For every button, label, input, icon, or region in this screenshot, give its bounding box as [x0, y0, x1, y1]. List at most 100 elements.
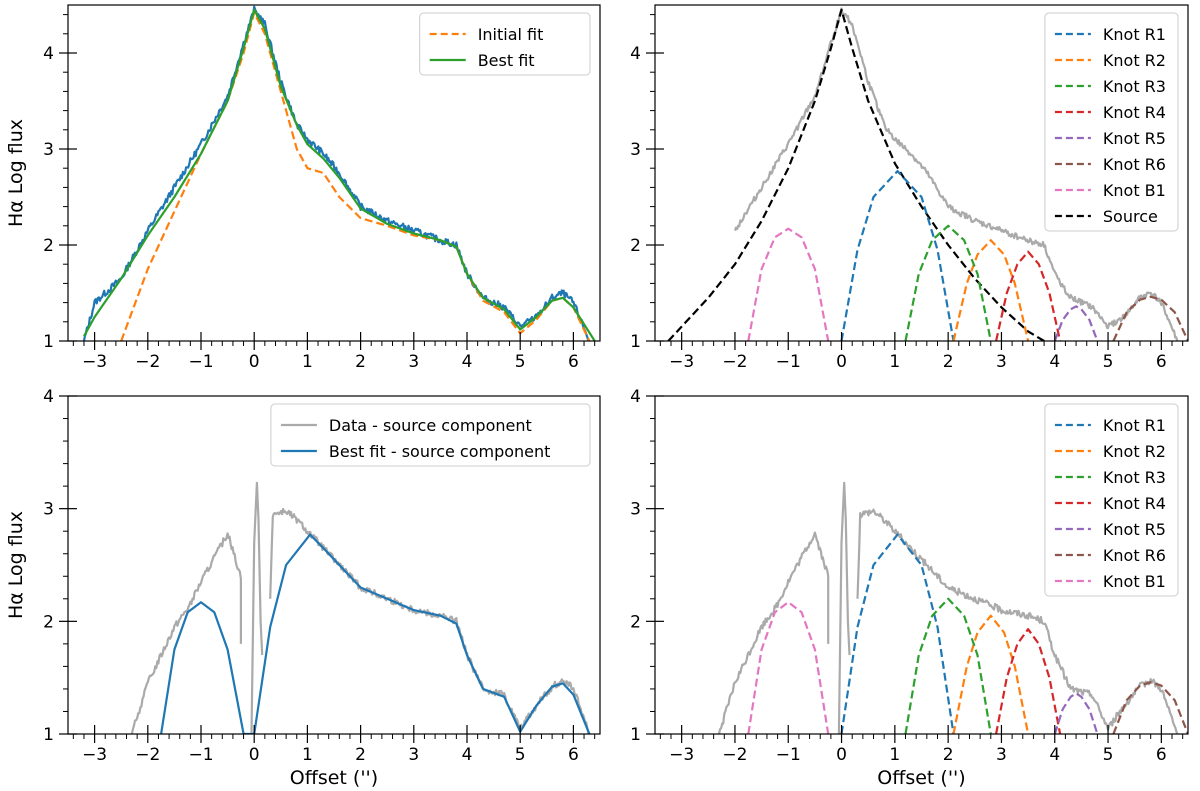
y-tick-label: 3 [43, 500, 54, 520]
legend: Knot R1 Knot R2 Knot R3 Knot R4 Knot R5 Knot … [1044, 12, 1179, 232]
legend: Initial fit Best fit [419, 12, 591, 76]
plot-frame [67, 395, 601, 735]
legend: Data - source component Best fit - source… [270, 403, 591, 467]
y-tick-label: 3 [630, 500, 641, 520]
legend-label: Knot R6 [1103, 546, 1166, 565]
x-tick-label: −1 [188, 352, 213, 372]
series-line-data-spike [837, 481, 851, 734]
x-tick-label: 5 [515, 352, 526, 372]
series-line-knot-r4 [995, 628, 1062, 734]
legend-label: Knot R2 [1103, 51, 1166, 70]
x-tick-label: 6 [568, 352, 579, 372]
y-tick-label: 2 [43, 236, 54, 256]
x-tick-label: −3 [82, 352, 107, 372]
series-line-knot-b1 [747, 601, 830, 734]
y-tick-label: 3 [630, 140, 641, 160]
x-tick-label: −3 [669, 352, 694, 372]
legend-label: Knot R6 [1103, 155, 1166, 174]
y-tick-label: 1 [43, 332, 54, 352]
plot-frame [654, 395, 1189, 735]
series-line-best-fit-source-component [160, 533, 591, 734]
series-line-knot-r2 [952, 614, 1030, 734]
x-tick-label: 2 [355, 352, 366, 372]
legend-label: Knot R1 [1103, 416, 1166, 435]
series-line-data [82, 5, 591, 341]
series-line-knot-b1 [747, 227, 830, 341]
x-tick-label: 1 [302, 745, 313, 765]
legend-label: Initial fit [478, 25, 544, 44]
x-tick-label: −1 [188, 745, 213, 765]
legend-label: Best fit [478, 51, 535, 70]
series-line-source [667, 8, 1045, 341]
y-axis-label: Hα Log flux [5, 119, 27, 227]
series-line-data-source-component [130, 532, 242, 734]
series-group [82, 5, 596, 341]
plot-frame [67, 4, 601, 342]
series-line-knot-r1 [840, 533, 955, 734]
series-line-knot-r5 [1053, 305, 1099, 341]
y-tick-label: 4 [43, 44, 54, 64]
series-line-knot-r3 [904, 224, 992, 341]
x-tick-label: −3 [82, 745, 107, 765]
legend-label: Knot R5 [1103, 520, 1166, 539]
legend-box [270, 403, 591, 467]
series-line-knot-r3 [904, 597, 992, 734]
legend-label: Knot R4 [1103, 103, 1166, 122]
y-tick-label: 4 [630, 387, 641, 407]
x-tick-label: −2 [722, 745, 747, 765]
x-axis-label: Offset ('') [877, 767, 965, 789]
x-tick-label: −2 [135, 352, 160, 372]
legend-label: Knot B1 [1103, 181, 1166, 200]
x-tick-label: 3 [408, 745, 419, 765]
series-line-knot-r4 [995, 250, 1062, 341]
chart-bottom-left: −3 −2 −1 0 1 2 3 4 5 6 1 2 3 4 Offset ('') Hα Log flux D… [5, 387, 601, 789]
x-tick-label: 2 [355, 745, 366, 765]
x-tick-label: 4 [462, 352, 473, 372]
series-line-data-source-component [717, 531, 830, 734]
legend-label: Source [1103, 207, 1158, 226]
y-tick-label: 1 [630, 332, 641, 352]
x-tick-label: 3 [996, 745, 1007, 765]
x-tick-label: 5 [1103, 745, 1114, 765]
x-tick-label: 4 [1049, 745, 1060, 765]
legend-label: Knot R4 [1103, 494, 1166, 513]
series-line-knot-r1 [840, 170, 955, 341]
x-tick-label: 1 [302, 352, 313, 372]
y-tick-label: 4 [630, 44, 641, 64]
series-line-knot-r2 [952, 239, 1030, 341]
x-tick-label: 2 [943, 352, 954, 372]
x-tick-label: −2 [722, 352, 747, 372]
legend-label: Data - source component [329, 416, 532, 435]
y-tick-label: 1 [43, 725, 54, 745]
legend-label: Knot R1 [1103, 25, 1166, 44]
x-tick-label: 4 [462, 745, 473, 765]
y-tick-label: 4 [43, 387, 54, 407]
legend-box [1044, 12, 1179, 232]
x-tick-label: 6 [1156, 352, 1167, 372]
x-tick-label: 1 [889, 352, 900, 372]
series-line-knot-r6 [1112, 681, 1188, 734]
x-tick-label: 2 [943, 745, 954, 765]
series-line-data [733, 7, 1179, 341]
x-tick-label: 6 [568, 745, 579, 765]
chart-top-left: −3 −2 −1 0 1 2 3 4 5 6 1 2 3 4 Hα Log flux Initial fit B… [5, 4, 601, 372]
series-line-best-fit [83, 8, 596, 341]
y-tick-label: 2 [630, 236, 641, 256]
x-tick-label: 6 [1156, 745, 1167, 765]
series-line-data-spike [250, 481, 264, 734]
x-tick-label: −1 [776, 352, 801, 372]
x-axis-label: Offset ('') [290, 767, 378, 789]
series-line-knot-r5 [1053, 692, 1099, 734]
x-tick-label: 3 [996, 352, 1007, 372]
legend-label: Knot R2 [1103, 442, 1166, 461]
plot-frame [654, 4, 1189, 342]
y-tick-label: 2 [630, 612, 641, 632]
x-tick-label: −2 [135, 745, 160, 765]
legend-label: Knot R3 [1103, 77, 1166, 96]
x-tick-label: 0 [249, 745, 260, 765]
x-tick-label: 0 [249, 352, 260, 372]
x-tick-label: 4 [1049, 352, 1060, 372]
